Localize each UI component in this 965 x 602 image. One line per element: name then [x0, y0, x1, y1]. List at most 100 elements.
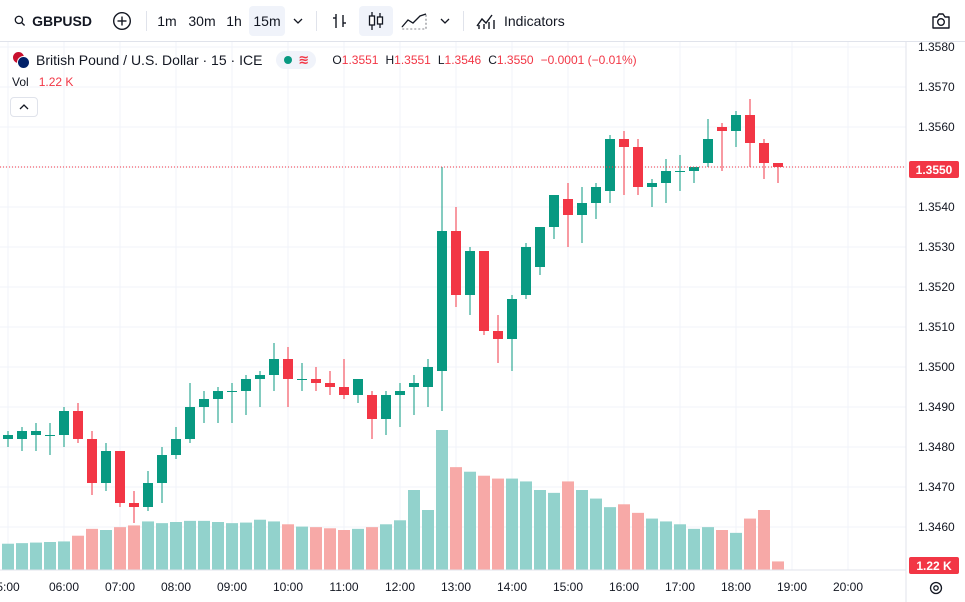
volume-bar — [226, 523, 238, 570]
area-chart-icon — [401, 13, 427, 30]
candle-body — [129, 503, 139, 507]
candle-body — [535, 227, 545, 267]
candle-body — [745, 115, 755, 143]
volume-bars — [2, 430, 784, 570]
chart-settings-button[interactable] — [926, 578, 946, 598]
volume-bar — [632, 512, 644, 570]
volume-bar — [142, 521, 154, 570]
price-tick-label: 1.3520 — [918, 280, 955, 294]
high-label: H — [385, 53, 395, 67]
volume-bar — [548, 492, 560, 570]
low-label: L — [437, 53, 445, 67]
market-open-dot-icon — [283, 56, 292, 64]
snapshot-button[interactable] — [926, 6, 956, 36]
candle-body — [353, 379, 363, 395]
time-tick-label: 09:00 — [217, 580, 247, 594]
interval-30m-button[interactable]: 30m — [188, 13, 216, 29]
price-tick-label: 1.3560 — [918, 120, 955, 134]
indicators-label: Indicators — [504, 13, 565, 29]
time-tick-label: 10:00 — [273, 580, 303, 594]
time-tick-label: 12:00 — [385, 580, 415, 594]
chevron-down-icon — [440, 18, 450, 24]
candle-body — [619, 139, 629, 147]
volume-bar — [338, 530, 350, 570]
candle-body — [437, 231, 447, 371]
candle-body — [157, 455, 167, 483]
volume-bar — [576, 490, 588, 570]
volume-bar — [86, 528, 98, 570]
candle-body — [773, 163, 783, 167]
candle-body — [703, 139, 713, 163]
interval-1h-button[interactable]: 1h — [226, 13, 242, 29]
compare-symbol-button[interactable] — [106, 6, 138, 36]
volume-bar — [674, 524, 686, 570]
indicators-button[interactable]: Indicators — [472, 6, 568, 36]
price-tick-label: 1.3460 — [918, 520, 955, 534]
search-icon — [14, 15, 26, 27]
interval-15m-button[interactable]: 15m — [249, 6, 285, 36]
time-tick-label: 08:00 — [161, 580, 191, 594]
interval-dropdown-button[interactable] — [288, 6, 308, 36]
volume-bar — [184, 520, 196, 570]
chart-type-dropdown-button[interactable] — [435, 6, 455, 36]
candle-body — [731, 115, 741, 131]
area-chart-type-button[interactable] — [397, 6, 431, 36]
symbol-search[interactable]: GBPUSD — [8, 6, 92, 36]
candle-body — [45, 435, 55, 436]
price-tick-label: 1.3490 — [918, 400, 955, 414]
volume-bar — [744, 518, 756, 570]
price-tick-label: 1.3480 — [918, 440, 955, 454]
candlesticks — [3, 99, 783, 523]
time-tick-label: 17:00 — [665, 580, 695, 594]
candle-body — [59, 411, 69, 435]
time-tick-label: 18:00 — [721, 580, 751, 594]
candle-body — [549, 195, 559, 227]
time-tick-label: 15:00 — [553, 580, 583, 594]
candles-chart-type-button[interactable] — [359, 6, 393, 36]
collapse-legend-button[interactable] — [10, 97, 38, 117]
volume-bar — [618, 504, 630, 570]
volume-bar — [352, 528, 364, 570]
camera-icon — [932, 13, 950, 29]
candle-body — [255, 375, 265, 379]
candle-body — [269, 359, 279, 375]
candle-body — [297, 379, 307, 380]
candle-body — [87, 439, 97, 483]
volume-bar — [660, 521, 672, 570]
volume-bar — [16, 543, 28, 570]
toolbar-divider — [463, 11, 464, 31]
candle-body — [143, 483, 153, 507]
time-tick-label: 16:00 — [609, 580, 639, 594]
candle-body — [31, 431, 41, 435]
price-tick-label: 1.3580 — [918, 42, 955, 54]
candle-body — [381, 395, 391, 419]
volume-bar — [156, 523, 168, 570]
interval-1m-button[interactable]: 1m — [157, 13, 177, 29]
candle-body — [311, 379, 321, 383]
volume-bar — [702, 527, 714, 570]
price-chart[interactable]: 1.3580 1.3570 1.3560 1.3550 1.3540 1.3530 1.35… — [0, 42, 965, 602]
gear-icon — [929, 581, 943, 595]
candle-body — [689, 167, 699, 171]
volume-bar — [730, 532, 742, 570]
time-tick-label: 11:00 — [329, 580, 358, 594]
volume-bar — [646, 518, 658, 570]
candle-body — [605, 139, 615, 191]
volume-bar — [394, 520, 406, 570]
price-tick-label: 1.3500 — [918, 360, 955, 374]
current-price-label: 1.3550 — [909, 161, 959, 178]
market-status-badge[interactable]: ≋ — [276, 51, 317, 69]
candle-body — [675, 171, 685, 172]
volume-bar — [58, 541, 70, 570]
candle-body — [115, 451, 125, 503]
candle-body — [661, 171, 671, 183]
bar-chart-type-button[interactable] — [324, 6, 356, 36]
indicators-icon — [476, 14, 495, 29]
time-tick-label: 06:00 — [49, 580, 79, 594]
axes: 1.3580 1.3570 1.3560 1.3550 1.3540 1.3530 1.35… — [0, 42, 955, 602]
chart-pane[interactable]: 1.3580 1.3570 1.3560 1.3550 1.3540 1.3530 1.35… — [0, 42, 965, 602]
volume-bar — [534, 490, 546, 570]
instrument-title[interactable]: British Pound / U.S. Dollar · 15 · ICE — [36, 52, 263, 68]
volume-label[interactable]: Vol — [12, 75, 29, 89]
candle-body — [199, 399, 209, 407]
